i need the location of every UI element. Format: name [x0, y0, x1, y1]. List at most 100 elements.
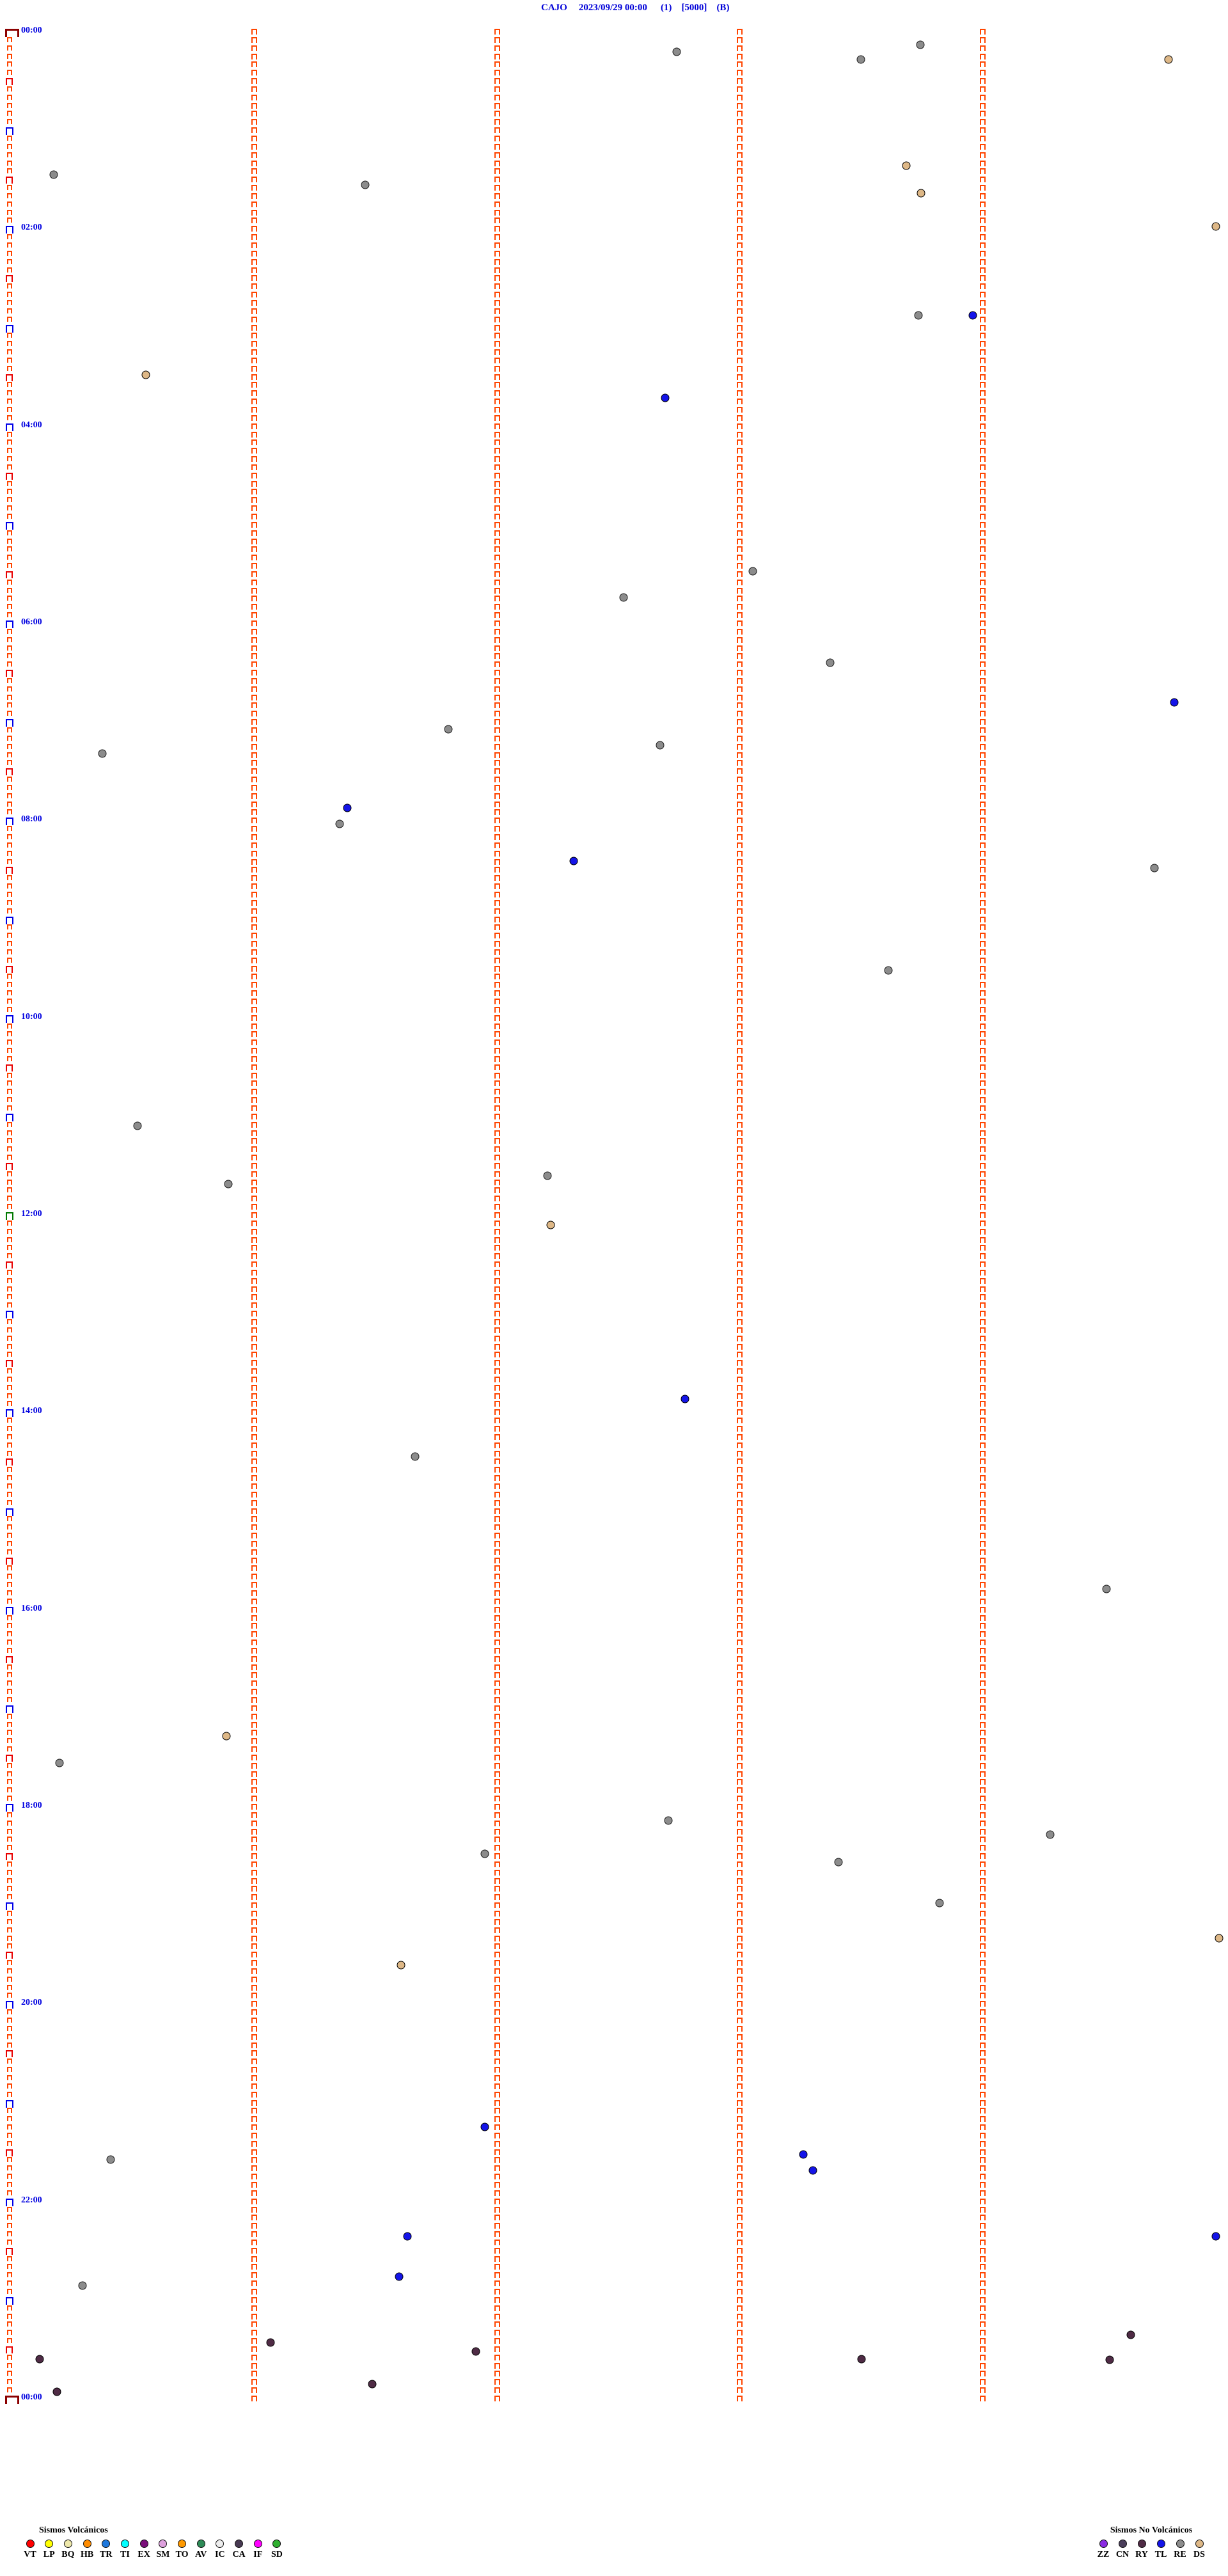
- event-dot-RE[interactable]: [672, 47, 681, 56]
- event-dot-RY[interactable]: [35, 2355, 44, 2364]
- event-dot-RE[interactable]: [361, 180, 370, 189]
- tick-5min: [7, 1730, 12, 1735]
- tick-column: [494, 1722, 500, 1728]
- tick-column: [251, 37, 257, 43]
- tick-hour: [6, 423, 13, 431]
- event-dot-TL[interactable]: [799, 2150, 808, 2159]
- tick-column: [494, 1336, 500, 1341]
- tick-column: [980, 1080, 986, 1086]
- tick-column: [494, 1056, 500, 1062]
- tick-column: [980, 2141, 986, 2147]
- event-dot-RY[interactable]: [471, 2347, 480, 2356]
- event-dot-RE[interactable]: [98, 749, 107, 758]
- event-dot-TL[interactable]: [343, 803, 352, 812]
- event-dot-RE[interactable]: [55, 1758, 64, 1767]
- tick-column: [494, 1171, 500, 1177]
- event-dot-RE[interactable]: [1102, 1584, 1111, 1593]
- tick-5min: [7, 2182, 12, 2187]
- tick-column: [737, 1105, 743, 1111]
- tick-column: [494, 1212, 500, 1218]
- tick-5min: [7, 136, 12, 141]
- tick-column: [737, 1977, 743, 1982]
- tick-column: [980, 908, 986, 914]
- tick-column: [737, 1861, 743, 1867]
- event-dot-RY[interactable]: [1105, 2355, 1114, 2364]
- tick-column: [980, 2297, 986, 2303]
- tick-column: [494, 259, 500, 265]
- event-dot-RE[interactable]: [224, 1180, 233, 1189]
- event-dot-RE[interactable]: [106, 2155, 115, 2164]
- event-dot-RE[interactable]: [834, 1858, 843, 1867]
- tick-column: [737, 2141, 743, 2147]
- event-dot-DS[interactable]: [141, 370, 150, 379]
- legend-code: CN: [1115, 2550, 1130, 2559]
- event-dot-DS[interactable]: [397, 1961, 405, 1970]
- event-dot-DS[interactable]: [917, 189, 925, 198]
- tick-5min: [7, 1985, 12, 1990]
- event-dot-RE[interactable]: [335, 819, 344, 828]
- tick-column: [737, 1426, 743, 1432]
- tick-column: [737, 1458, 743, 1464]
- event-dot-TL[interactable]: [968, 311, 977, 320]
- event-dot-RE[interactable]: [856, 55, 865, 64]
- tick-5min: [7, 604, 12, 609]
- event-dot-RE[interactable]: [935, 1899, 944, 1908]
- event-dot-RY[interactable]: [857, 2355, 866, 2364]
- event-dot-TL[interactable]: [1211, 2232, 1220, 2241]
- tick-column: [737, 1919, 743, 1925]
- tick-column: [494, 366, 500, 372]
- event-dot-DS[interactable]: [1211, 222, 1220, 231]
- event-dot-RE[interactable]: [444, 725, 453, 734]
- tick-column: [251, 1163, 257, 1169]
- event-dot-TL[interactable]: [681, 1395, 689, 1403]
- tick-column: [251, 867, 257, 873]
- tick-5min: [7, 637, 12, 642]
- event-dot-RE[interactable]: [480, 1849, 489, 1858]
- tick-column: [494, 1253, 500, 1259]
- tick-column: [251, 2248, 257, 2254]
- legend-code: DS: [1193, 2550, 1205, 2559]
- tick-column: [251, 2083, 257, 2089]
- event-dot-RE[interactable]: [656, 741, 665, 750]
- event-dot-DS[interactable]: [902, 161, 911, 170]
- event-dot-TL[interactable]: [480, 2122, 489, 2131]
- event-dot-RE[interactable]: [748, 567, 757, 576]
- tick-column: [980, 407, 986, 413]
- event-dot-RY[interactable]: [368, 2380, 377, 2389]
- tick-column: [737, 119, 743, 125]
- event-dot-TL[interactable]: [1170, 698, 1179, 707]
- event-dot-RE[interactable]: [1150, 864, 1159, 873]
- event-dot-TL[interactable]: [661, 393, 670, 402]
- tick-column: [251, 826, 257, 832]
- event-dot-RE[interactable]: [78, 2281, 87, 2290]
- tick-column: [494, 546, 500, 552]
- event-dot-TL[interactable]: [403, 2232, 412, 2241]
- event-dot-TL[interactable]: [808, 2166, 817, 2175]
- event-dot-RE[interactable]: [543, 1171, 552, 1180]
- event-dot-RE[interactable]: [619, 593, 628, 602]
- event-dot-RE[interactable]: [664, 1816, 673, 1825]
- event-dot-RE[interactable]: [411, 1452, 420, 1461]
- event-dot-RE[interactable]: [826, 658, 835, 667]
- tick-column: [494, 2001, 500, 2007]
- tick-column: [494, 1615, 500, 1621]
- event-dot-RE[interactable]: [916, 40, 925, 49]
- tick-column: [737, 1467, 743, 1473]
- legend-nonvolcanic-items: ZZ CN RY TL RE DS: [1094, 2540, 1208, 2559]
- event-dot-DS[interactable]: [1215, 1934, 1224, 1943]
- event-dot-RE[interactable]: [914, 311, 923, 320]
- event-dot-DS[interactable]: [1164, 55, 1173, 64]
- tick-column: [494, 966, 500, 972]
- event-dot-RE[interactable]: [133, 1121, 142, 1130]
- event-dot-TL[interactable]: [569, 857, 578, 865]
- event-dot-RY[interactable]: [1126, 2330, 1135, 2339]
- event-dot-DS[interactable]: [222, 1732, 231, 1741]
- event-dot-RY[interactable]: [266, 2338, 275, 2347]
- event-dot-RE[interactable]: [49, 170, 58, 179]
- event-dot-DS[interactable]: [546, 1221, 555, 1229]
- legend-dot-ZZ: [1099, 2540, 1108, 2548]
- event-dot-RY[interactable]: [52, 2387, 61, 2396]
- event-dot-RE[interactable]: [1046, 1830, 1055, 1839]
- event-dot-RE[interactable]: [884, 966, 893, 975]
- event-dot-TL[interactable]: [395, 2272, 404, 2281]
